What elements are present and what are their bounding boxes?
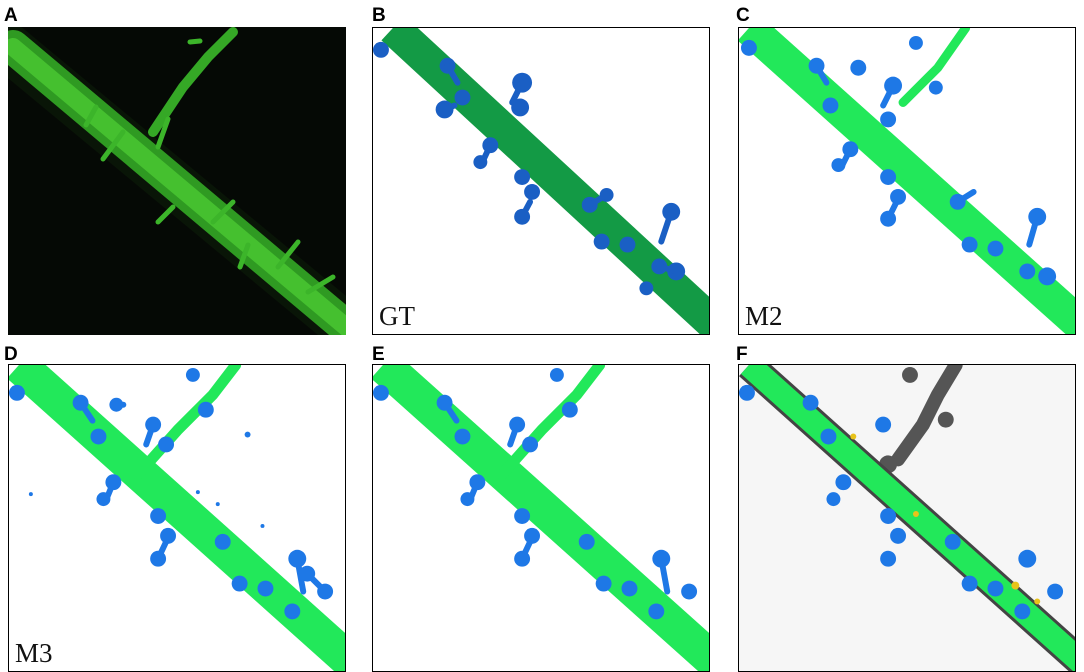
panel-b-image — [373, 28, 709, 334]
panel-d: M3 — [8, 364, 346, 672]
panel-e — [372, 364, 710, 672]
panel-e-image — [373, 365, 709, 671]
panel-c-label: M2 — [745, 301, 783, 331]
panel-letter-f: F — [736, 344, 748, 365]
panel-b: GT — [372, 27, 710, 335]
panel-f-image — [739, 365, 1075, 671]
panel-c: M2 — [738, 27, 1076, 335]
panel-letter-e: E — [372, 344, 385, 365]
panel-letter-c: C — [736, 5, 750, 26]
panel-d-label: M3 — [15, 638, 53, 668]
panel-a — [8, 27, 346, 335]
panel-letter-a: A — [4, 5, 18, 26]
panel-a-image — [8, 27, 346, 335]
panel-d-image — [9, 365, 345, 671]
panel-f — [738, 364, 1076, 672]
panel-letter-d: D — [4, 344, 18, 365]
panel-c-image — [739, 28, 1075, 334]
panel-b-label: GT — [379, 301, 415, 331]
panel-letter-b: B — [372, 5, 386, 26]
